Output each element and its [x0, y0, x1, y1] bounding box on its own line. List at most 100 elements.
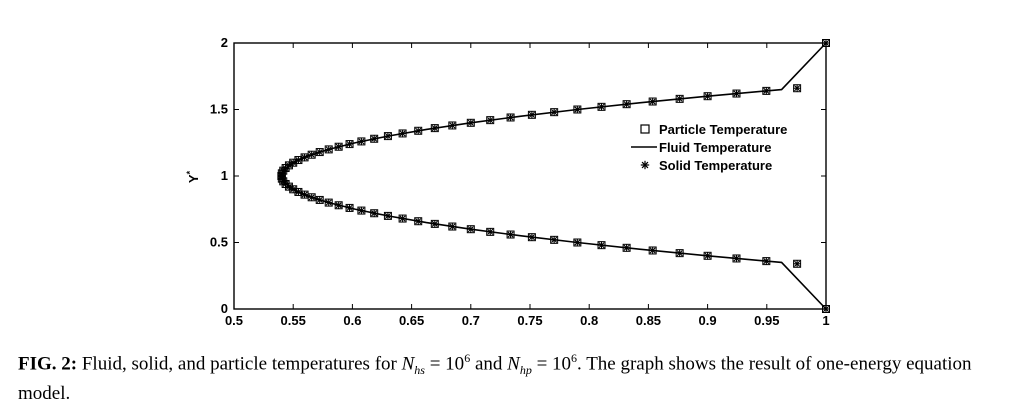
- solid-point-stroke: [384, 133, 391, 140]
- solid-point: [528, 111, 536, 119]
- legend-marker-solid: [640, 160, 650, 170]
- solid-point: [675, 95, 684, 103]
- x-tick-label: 0.5: [225, 313, 243, 328]
- caption-nhp-eq: = 10: [531, 353, 572, 375]
- solid-point: [648, 97, 657, 106]
- legend-label: Particle Temperature: [659, 122, 787, 137]
- caption-nhs-eq: = 10: [424, 353, 465, 375]
- caption-nhs-base: N: [401, 353, 415, 375]
- solid-point: [414, 217, 423, 226]
- legend-label: Fluid Temperature: [659, 140, 771, 155]
- solid-point: [315, 148, 324, 156]
- y-tick-label: 1: [221, 168, 228, 183]
- solid-point: [285, 161, 293, 170]
- solid-point-stroke: [280, 178, 287, 185]
- x-tick-label: 0.75: [517, 313, 542, 328]
- solid-point: [448, 121, 457, 130]
- solid-point: [345, 204, 354, 212]
- axes: 0.5 0.55 0.6 0.65 0.7 0.75 0.8 0.85 0.9 0.95 100.5…: [210, 35, 830, 328]
- solid-point-stroke: [358, 207, 365, 214]
- legend-marker-stroke: [641, 161, 649, 169]
- legend-label: Solid Temperature: [659, 158, 772, 173]
- solid-point: [486, 116, 495, 124]
- solid-point: [675, 249, 684, 257]
- solid-point: [597, 241, 606, 249]
- x-tick-label: 0.9: [699, 313, 717, 328]
- solid-point: [573, 105, 582, 114]
- solid-point-stroke: [794, 85, 801, 92]
- solid-point: [334, 142, 343, 151]
- solid-point-stroke: [507, 114, 514, 121]
- x-tick-label: 0.65: [399, 313, 424, 328]
- caption-text-2: and: [470, 353, 508, 375]
- solid-point-stroke: [301, 154, 308, 161]
- solid-point-stroke: [295, 188, 302, 196]
- solid-point-stroke: [431, 220, 438, 227]
- y-tick-label: 0: [221, 301, 228, 316]
- solid-point-stroke: [733, 90, 740, 97]
- solid-point-stroke: [763, 258, 770, 265]
- x-tick-label: 0.8: [580, 313, 598, 328]
- caption-label: FIG. 2:: [18, 353, 78, 375]
- y-tick-label: 0.5: [210, 235, 228, 250]
- solid-point-stroke: [371, 135, 378, 142]
- solid-point: [622, 100, 631, 108]
- solid-point: [573, 238, 582, 247]
- solid-point: [307, 150, 316, 159]
- solid-point: [431, 220, 439, 228]
- legend-marker-particle: [640, 124, 650, 134]
- series-line-fluid: [280, 42, 827, 310]
- solid-point-stroke: [598, 103, 605, 110]
- solid-point-stroke: [308, 151, 315, 158]
- figure-caption: FIG. 2: Fluid, solid, and particle tempe…: [18, 346, 1008, 406]
- solid-point-stroke: [467, 226, 474, 233]
- solid-point: [334, 201, 343, 210]
- solid-point: [384, 132, 392, 140]
- solid-point-stroke: [285, 162, 293, 169]
- axes-frame: [233, 42, 827, 310]
- solid-point: [324, 145, 333, 154]
- caption-nhp-exp: 6: [571, 351, 578, 365]
- solid-point-stroke: [649, 247, 656, 254]
- solid-point: [398, 214, 407, 223]
- solid-point-stroke: [316, 196, 323, 204]
- solid-point-stroke: [528, 234, 535, 241]
- y-axis-label: Y*: [185, 170, 201, 183]
- solid-point-stroke: [301, 191, 308, 198]
- solid-point: [414, 126, 423, 135]
- solid-point: [622, 244, 631, 252]
- solid-point-stroke: [676, 95, 683, 102]
- figure-chart: 0.5 0.55 0.6 0.65 0.7 0.75 0.8 0.85 0.9 0.95 100.5…: [185, 35, 830, 328]
- solid-point: [762, 87, 771, 95]
- solid-point-stroke: [487, 228, 494, 235]
- solid-point: [324, 198, 333, 207]
- solid-point: [357, 206, 366, 215]
- solid-point-stroke: [285, 183, 293, 190]
- solid-point-stroke: [335, 202, 342, 209]
- plot-area: [277, 39, 830, 313]
- solid-point: [384, 212, 392, 220]
- x-tick-label: 0.85: [636, 313, 661, 328]
- solid-point: [345, 140, 354, 148]
- solid-point-stroke: [415, 127, 422, 134]
- solid-point-stroke: [598, 242, 605, 249]
- caption-text-3: . The graph shows the result of one-ener…: [18, 353, 972, 405]
- x-tick-label: 0.6: [343, 313, 361, 328]
- caption-nhs-exp: 6: [464, 351, 471, 365]
- x-tick-label: 0.95: [754, 313, 779, 328]
- solid-point-stroke: [676, 250, 683, 257]
- solid-point-stroke: [551, 109, 558, 116]
- solid-point-stroke: [325, 146, 332, 153]
- solid-point-stroke: [346, 141, 353, 148]
- solid-point-stroke: [449, 223, 456, 230]
- solid-point-stroke: [623, 101, 630, 108]
- solid-point-stroke: [704, 93, 711, 100]
- solid-point: [300, 190, 309, 199]
- solid-point-stroke: [763, 87, 770, 94]
- solid-point: [398, 129, 407, 138]
- y-tick-label: 2: [221, 35, 228, 50]
- solid-point-stroke: [623, 244, 630, 251]
- x-tick-label: 0.7: [462, 313, 480, 328]
- solid-point-stroke: [574, 239, 581, 246]
- legend: Particle Temperature Fluid Temperature Sol…: [631, 122, 787, 173]
